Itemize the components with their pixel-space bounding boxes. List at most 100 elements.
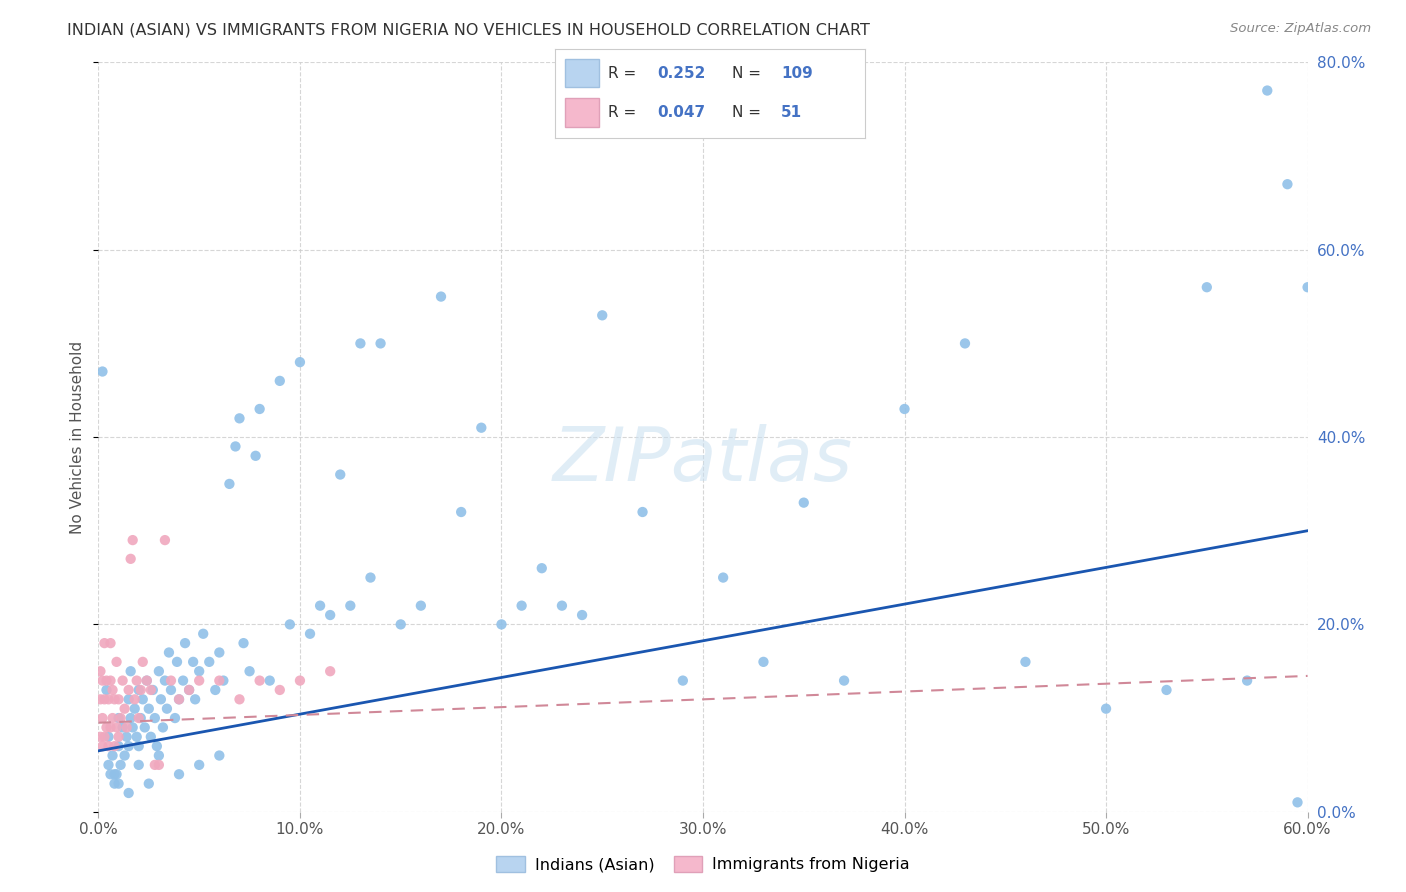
Point [107, 776, 129, 791]
Point [128, 758, 150, 772]
Point [167, 692, 190, 706]
Point [114, 748, 136, 763]
Point [110, 711, 132, 725]
Point [591, 308, 613, 322]
Point [389, 617, 412, 632]
Point [139, 730, 162, 744]
Point [101, 748, 124, 763]
Point [100, 721, 122, 735]
Text: R =: R = [607, 66, 636, 80]
Text: N =: N = [731, 105, 761, 120]
Point [152, 721, 174, 735]
Point [124, 701, 146, 715]
Point [93, 692, 115, 706]
Point [132, 655, 155, 669]
Point [148, 748, 170, 763]
Point [153, 673, 176, 688]
Point [93, 636, 115, 650]
Point [631, 505, 654, 519]
Point [114, 701, 136, 715]
Point [179, 683, 201, 698]
Point [139, 683, 162, 698]
Point [228, 411, 250, 425]
Point [163, 711, 186, 725]
Point [96, 683, 118, 698]
Point [188, 758, 211, 772]
Point [172, 673, 194, 688]
Point [510, 599, 533, 613]
Point [120, 711, 142, 725]
Point [184, 692, 207, 706]
Point [138, 701, 160, 715]
Point [269, 374, 291, 388]
Point [125, 730, 148, 744]
Point [319, 608, 342, 623]
Point [239, 664, 262, 679]
Point [125, 673, 148, 688]
Point [179, 683, 201, 698]
Point [259, 673, 281, 688]
Point [118, 692, 141, 706]
Point [228, 692, 250, 706]
Point [450, 505, 472, 519]
Point [89, 692, 111, 706]
Point [188, 664, 211, 679]
Point [118, 739, 141, 753]
Point [249, 401, 271, 416]
Y-axis label: No Vehicles in Household: No Vehicles in Household [70, 341, 86, 533]
Point [148, 664, 170, 679]
Point [339, 599, 361, 613]
Point [288, 673, 311, 688]
Text: 109: 109 [782, 66, 813, 80]
Point [134, 721, 156, 735]
Point [100, 673, 122, 688]
Point [135, 673, 157, 688]
Point [198, 655, 221, 669]
Point [491, 617, 513, 632]
Point [105, 655, 128, 669]
Point [711, 571, 734, 585]
Point [143, 711, 166, 725]
Point [135, 673, 157, 688]
Point [120, 551, 142, 566]
Point [128, 683, 150, 698]
Point [953, 336, 976, 351]
Point [1256, 83, 1278, 97]
Point [157, 646, 180, 660]
Text: ZIPatlas: ZIPatlas [553, 424, 853, 496]
Point [1014, 655, 1036, 669]
Point [218, 476, 240, 491]
Point [115, 721, 138, 735]
Text: 0.047: 0.047 [658, 105, 706, 120]
Point [115, 730, 138, 744]
Point [269, 683, 291, 698]
Point [89, 664, 111, 679]
Point [204, 683, 226, 698]
Point [232, 636, 254, 650]
Text: Source: ZipAtlas.com: Source: ZipAtlas.com [1230, 22, 1371, 36]
Point [91, 739, 114, 753]
Point [278, 617, 301, 632]
Point [97, 758, 120, 772]
Point [249, 673, 271, 688]
Point [349, 336, 371, 351]
Point [100, 636, 122, 650]
Point [110, 758, 132, 772]
Point [360, 571, 382, 585]
Point [105, 767, 128, 781]
Point [120, 664, 142, 679]
Point [208, 748, 231, 763]
Point [103, 767, 125, 781]
Point [111, 673, 134, 688]
Text: R =: R = [607, 105, 636, 120]
Point [143, 758, 166, 772]
Point [309, 599, 332, 613]
Point [93, 730, 115, 744]
Point [329, 467, 352, 482]
Point [118, 786, 141, 800]
Point [96, 673, 118, 688]
Point [103, 739, 125, 753]
Point [167, 767, 190, 781]
Point [299, 626, 322, 640]
Text: 51: 51 [782, 105, 803, 120]
